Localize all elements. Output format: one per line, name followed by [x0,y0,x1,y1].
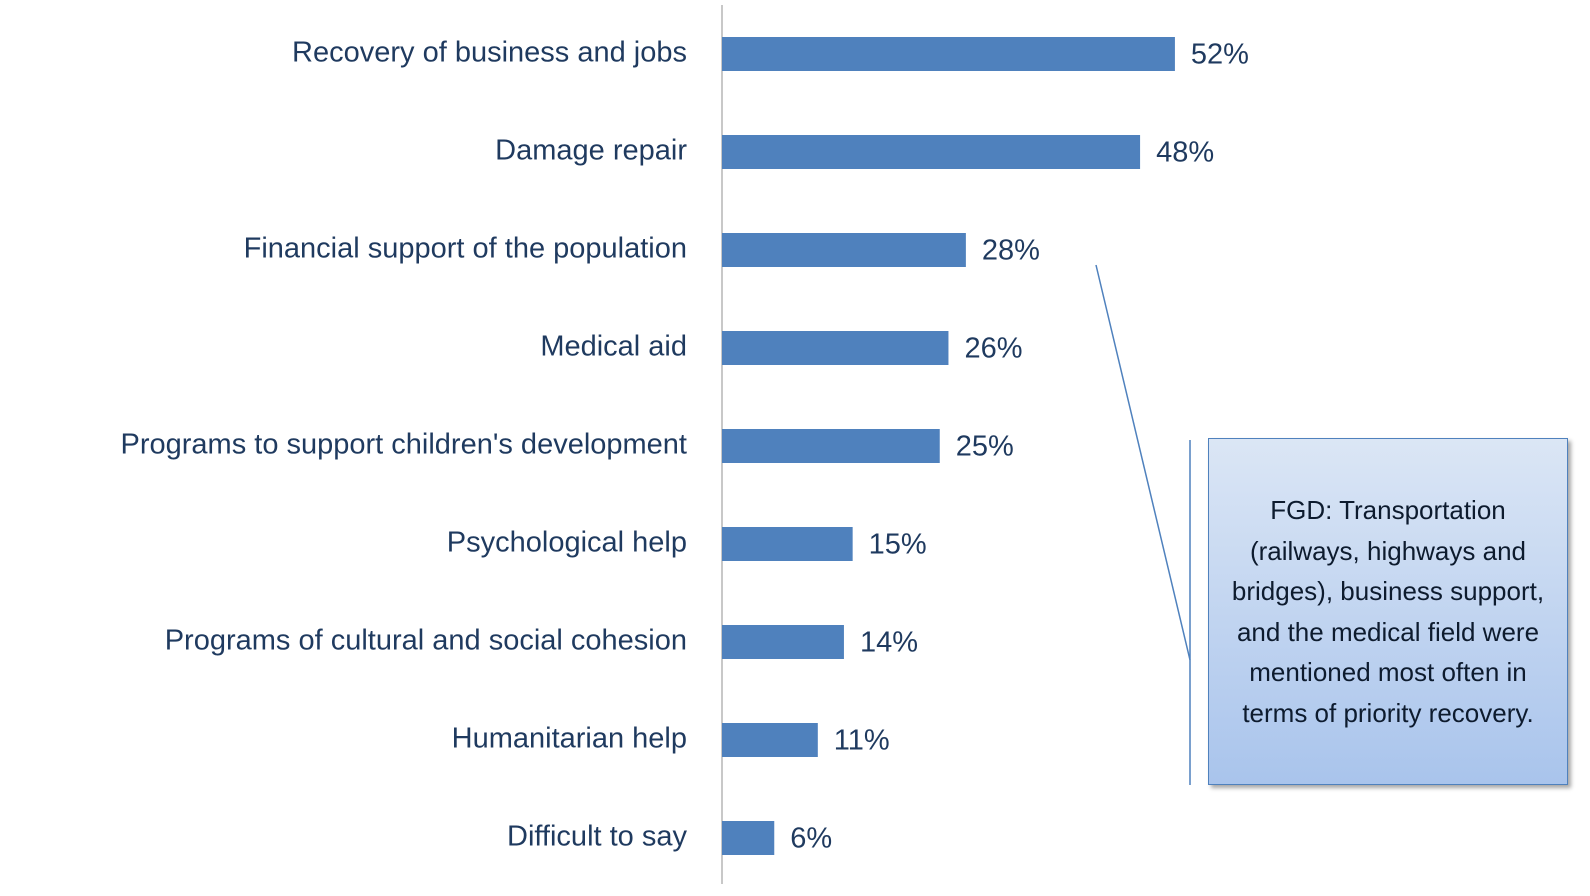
category-label: Recovery of business and jobs [292,37,687,69]
data-label: 14% [860,627,918,659]
bar [722,429,940,463]
data-label: 28% [982,235,1040,267]
category-label: Humanitarian help [452,723,687,755]
data-label: 26% [964,333,1022,365]
bar [722,135,1141,169]
callout-pointer [1095,264,1191,661]
bar [722,37,1175,71]
data-label: 15% [869,529,927,561]
category-label: Medical aid [540,331,687,363]
category-label: Programs of cultural and social cohesion [165,625,687,657]
category-label: Financial support of the population [244,233,687,265]
data-label: 52% [1191,39,1249,71]
bar [722,331,949,365]
annotation: FGD: Transportation (railways, highways … [1208,438,1568,785]
data-label: 11% [834,725,890,757]
bar [722,233,966,267]
category-label: Programs to support children's developme… [121,429,688,461]
bar [722,821,775,855]
bar [722,527,853,561]
data-label: 48% [1156,137,1214,169]
data-label: 25% [956,431,1014,463]
category-label: Difficult to say [507,821,687,853]
category-label: Psychological help [447,527,687,559]
data-label: 6% [790,823,832,855]
bar [722,723,818,757]
category-label: Damage repair [495,135,687,167]
bar [722,625,844,659]
